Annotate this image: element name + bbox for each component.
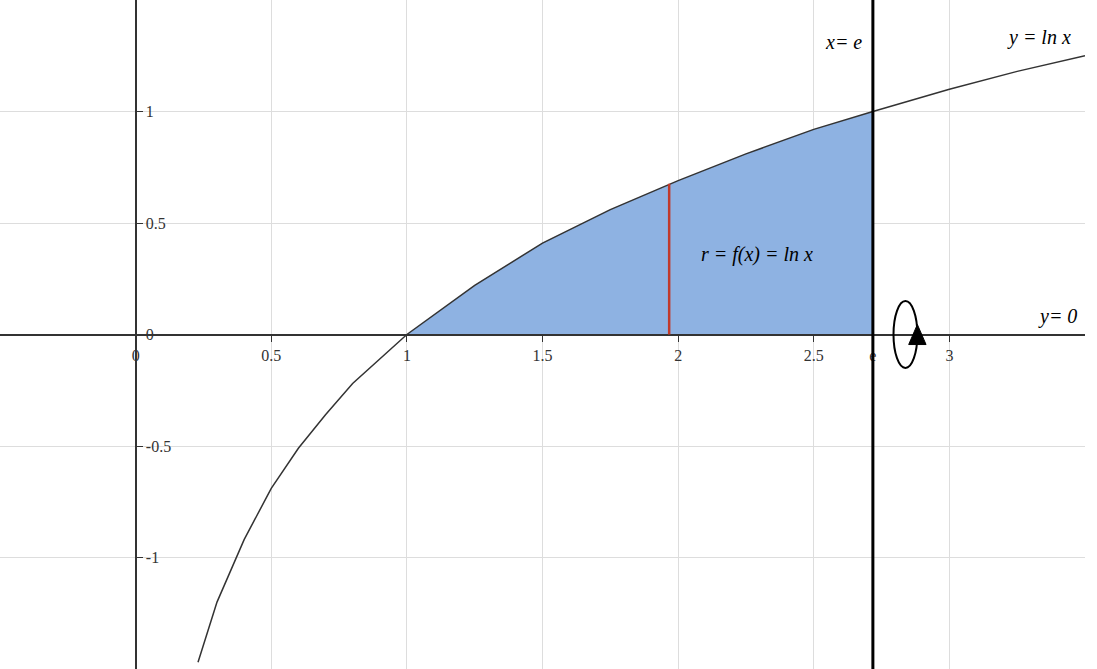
svg-text:1.5: 1.5	[533, 347, 553, 364]
svg-text:1: 1	[146, 103, 154, 120]
svg-text:e: e	[869, 347, 876, 364]
svg-text:1: 1	[403, 347, 411, 364]
svg-text:2.5: 2.5	[804, 347, 824, 364]
svg-text:0: 0	[132, 347, 140, 364]
svg-text:r = f(x) = ln x: r = f(x) = ln x	[701, 243, 813, 266]
svg-text:-1: -1	[146, 549, 159, 566]
svg-text:0: 0	[146, 326, 154, 343]
svg-text:y = ln x: y = ln x	[1007, 26, 1071, 49]
svg-text:3: 3	[945, 347, 953, 364]
svg-text:0.5: 0.5	[261, 347, 281, 364]
svg-text:y= 0: y= 0	[1038, 305, 1077, 328]
svg-text:-0.5: -0.5	[146, 438, 171, 455]
svg-text:0.5: 0.5	[146, 215, 166, 232]
svg-text:2: 2	[674, 347, 682, 364]
svg-text:x= e: x= e	[825, 31, 862, 53]
